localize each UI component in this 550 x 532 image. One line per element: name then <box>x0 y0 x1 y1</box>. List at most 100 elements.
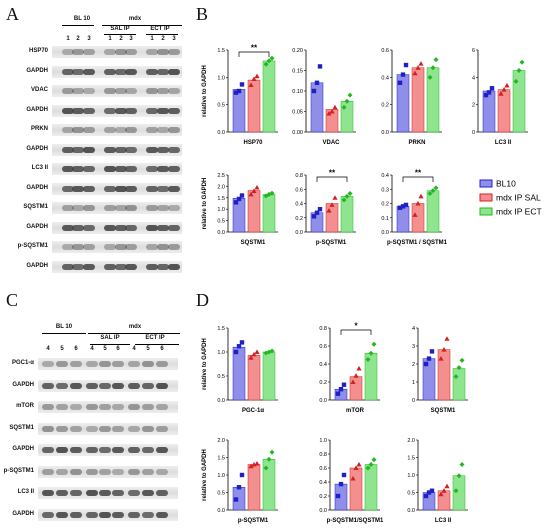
blot-band <box>83 127 95 133</box>
blot-strip <box>38 465 178 478</box>
blot-band <box>115 127 127 133</box>
group-line <box>88 333 180 334</box>
blot-band <box>168 263 180 270</box>
data-point <box>263 61 269 67</box>
blot-band <box>156 490 168 496</box>
blot-band <box>142 425 154 432</box>
blot-band <box>62 244 74 250</box>
x-axis-label: p-SQSTM1 / SQSTM1 <box>387 240 448 246</box>
y-tick-label: 0.5 <box>217 491 225 497</box>
data-point <box>459 462 465 467</box>
data-point <box>332 104 338 110</box>
blot-strip <box>52 202 182 214</box>
blot-band <box>157 224 169 231</box>
data-point <box>251 188 257 193</box>
blot-row-label: LC3 II <box>31 165 48 171</box>
y-tick-label: 0.0 <box>295 230 303 236</box>
blot-band <box>104 88 116 94</box>
data-point <box>236 196 242 202</box>
y-tick-label: 0.6 <box>381 48 389 54</box>
bar <box>340 196 354 233</box>
data-point <box>269 449 275 455</box>
blot-band <box>146 88 158 94</box>
blot-band <box>83 263 95 270</box>
blot-band <box>62 146 74 153</box>
data-point <box>233 349 239 355</box>
data-point <box>513 78 519 84</box>
blot-band <box>62 127 74 133</box>
y-tick-label: 2.5 <box>217 173 225 179</box>
blot-band <box>42 361 54 367</box>
bar <box>262 194 276 233</box>
data-point <box>344 98 350 104</box>
blot-band <box>72 107 84 114</box>
blot-band <box>112 361 124 367</box>
blot-band <box>168 68 180 75</box>
x-axis-label: LC3 II <box>435 518 452 524</box>
data-point <box>338 481 344 487</box>
data-point <box>341 382 347 387</box>
blot-band <box>62 205 74 211</box>
blot-band <box>156 511 168 518</box>
blot-band <box>62 166 74 172</box>
blot-band <box>128 425 140 432</box>
blot-band <box>125 146 137 153</box>
y-axis-label: relative to GAPDH <box>202 65 208 117</box>
y-tick-label: 0.15 <box>292 69 303 75</box>
blot-band <box>72 166 84 172</box>
blot-band <box>146 127 158 133</box>
blot-band <box>112 511 124 518</box>
blot-band <box>72 68 84 75</box>
blot-band <box>56 447 68 453</box>
bar <box>247 190 261 233</box>
significance-label: * <box>354 322 358 331</box>
blot-band <box>125 49 137 55</box>
legend-swatch <box>479 179 493 188</box>
data-point <box>441 347 447 352</box>
y-tick-label: 1.0 <box>217 473 225 479</box>
y-tick-label: 0.2 <box>319 380 327 386</box>
lane-number: 4 <box>90 346 94 352</box>
y-tick-label: 2 <box>412 362 415 368</box>
y-tick-label: 4 <box>472 75 475 81</box>
blot-band <box>125 166 137 172</box>
data-point <box>504 82 510 88</box>
data-point <box>423 361 429 367</box>
blot-row-label: GAPDH <box>26 262 48 269</box>
group-label-sal: SAL IP <box>100 335 120 341</box>
blot-strip <box>52 182 182 195</box>
significance-bracket <box>316 176 348 182</box>
blot-band <box>146 49 158 55</box>
data-point <box>415 200 421 206</box>
blot-band <box>156 425 168 432</box>
blot-band <box>157 263 169 270</box>
significance-label: ** <box>329 169 336 178</box>
y-tick-label: 0.0 <box>217 508 225 514</box>
data-point <box>233 200 239 205</box>
y-tick-label: 2 <box>472 103 475 109</box>
blot-band <box>125 205 137 211</box>
blot-band <box>146 244 158 250</box>
blot-band <box>99 425 111 432</box>
blot-band <box>115 68 127 75</box>
y-tick-label: 0.6 <box>319 466 327 472</box>
blot-band <box>99 404 111 410</box>
data-point <box>332 195 338 200</box>
blot-band <box>72 49 84 55</box>
data-point <box>400 204 406 209</box>
x-axis-label: SQSTM1 <box>431 408 456 414</box>
y-tick-label: 0.2 <box>381 103 389 109</box>
y-tick-label: 4 <box>412 326 415 332</box>
blot-band <box>168 205 180 211</box>
bar <box>437 349 451 401</box>
blot-strip <box>52 241 182 253</box>
data-point <box>516 68 522 73</box>
blot-row-label: GAPDH <box>26 67 48 74</box>
y-tick-label: 0.20 <box>292 48 303 54</box>
bar <box>232 89 246 133</box>
y-tick-label: 0.8 <box>295 173 303 179</box>
y-tick-label: 0.8 <box>319 452 327 458</box>
blot-band <box>70 382 82 389</box>
blot-band <box>86 490 98 496</box>
data-point <box>498 91 504 96</box>
